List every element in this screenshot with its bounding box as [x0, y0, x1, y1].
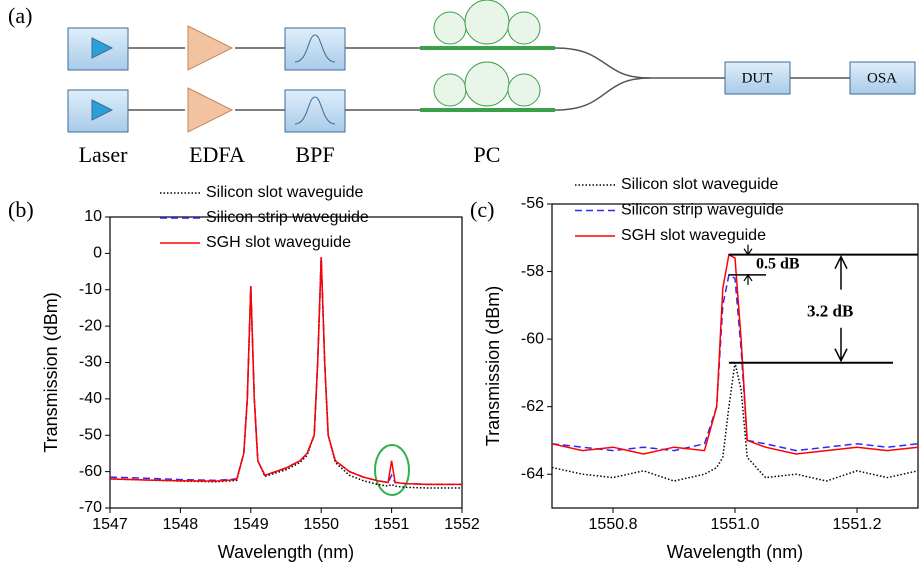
- setup-diagram: (a) DUT OS: [8, 0, 916, 167]
- x-axis-label: Wavelength (nm): [218, 542, 354, 562]
- fibers: [128, 47, 850, 111]
- y-tick-label: -56: [521, 195, 544, 212]
- panel-label: (c): [470, 197, 494, 222]
- x-tick-label: 1550.8: [589, 516, 638, 533]
- x-tick-label: 1548: [163, 516, 199, 533]
- legend-label: Silicon slot waveguide: [621, 176, 779, 193]
- y-tick-label: 10: [84, 208, 102, 225]
- annotation-arrow: [834, 254, 848, 363]
- panel-label: (a): [8, 3, 32, 28]
- x-tick-label: 1547: [92, 516, 128, 533]
- highlight-circle: [374, 444, 410, 496]
- component-label: Laser: [79, 142, 129, 167]
- data-line: [109, 256, 462, 486]
- y-tick-label: -70: [79, 499, 102, 516]
- legend-label: Silicon strip waveguide: [621, 202, 784, 219]
- polarization-controllers: [420, 0, 555, 112]
- y-tick-label: -62: [521, 398, 544, 415]
- device-label: DUT: [742, 70, 773, 86]
- annotation-arrow: [743, 244, 753, 285]
- component-label: BPF: [295, 142, 334, 167]
- x-tick-label: 1551: [374, 516, 410, 533]
- y-tick-label: -60: [521, 330, 544, 347]
- x-tick-label: 1549: [233, 516, 269, 533]
- component-label: EDFA: [189, 142, 245, 167]
- devices: [67, 25, 916, 133]
- y-tick-label: -50: [79, 426, 102, 443]
- y-tick-label: 0: [93, 245, 102, 262]
- y-tick-label: -20: [79, 317, 102, 334]
- y-tick-label: -30: [79, 354, 102, 371]
- y-tick-label: -60: [79, 463, 102, 480]
- legend-label: Silicon strip waveguide: [206, 209, 369, 226]
- legend-label: SGH slot waveguide: [206, 234, 351, 251]
- x-axis-label: Wavelength (nm): [667, 542, 803, 562]
- y-tick-label: -64: [521, 465, 544, 482]
- y-axis-label: Transmission (dBm): [41, 292, 61, 452]
- annotation: 3.2 dB: [807, 302, 853, 321]
- y-tick-label: -40: [79, 390, 102, 407]
- data-line: [109, 256, 462, 486]
- component-label: PC: [474, 142, 501, 167]
- x-tick-label: 1550: [303, 516, 339, 533]
- y-tick-label: -58: [521, 263, 544, 280]
- x-tick-label: 1552: [444, 516, 480, 533]
- data-line: [551, 362, 919, 482]
- y-axis-label: Transmission (dBm): [483, 286, 503, 446]
- device-label: OSA: [867, 70, 897, 86]
- x-tick-label: 1551.2: [833, 516, 882, 533]
- plot-frame: [551, 203, 919, 509]
- legend-label: SGH slot waveguide: [621, 227, 766, 244]
- annotation: 0.5 dB: [756, 255, 800, 272]
- y-tick-label: -10: [79, 281, 102, 298]
- x-tick-label: 1551.0: [711, 516, 760, 533]
- legend-label: Silicon slot waveguide: [206, 184, 364, 201]
- data-line: [109, 256, 462, 489]
- panel-label: (b): [8, 197, 34, 222]
- data-line: [551, 253, 919, 455]
